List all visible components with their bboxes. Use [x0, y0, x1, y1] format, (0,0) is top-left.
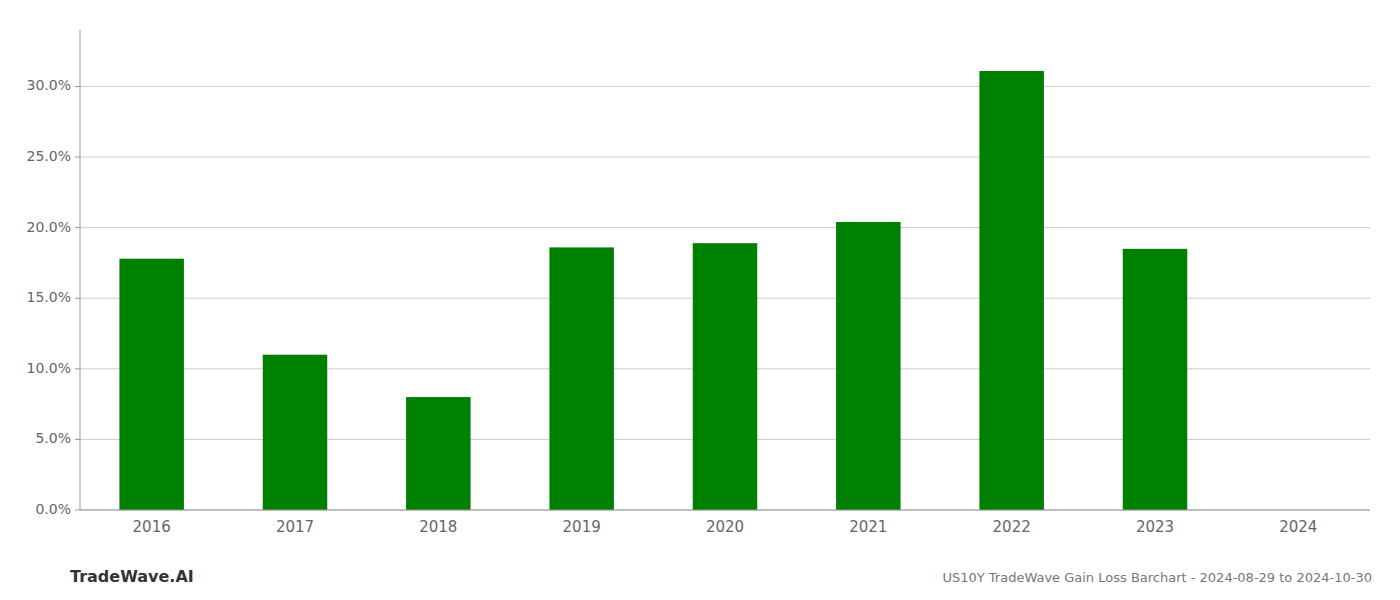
x-tick-label: 2020	[706, 518, 744, 536]
y-tick-label: 0.0%	[35, 501, 71, 517]
chart: 0.0%5.0%10.0%15.0%20.0%25.0%30.0%2016201…	[0, 0, 1400, 600]
x-tick-label: 2017	[276, 518, 314, 536]
bar	[693, 243, 758, 510]
bar	[549, 247, 614, 510]
y-tick	[75, 439, 80, 440]
y-tick	[75, 510, 80, 511]
y-tick-label: 30.0%	[27, 77, 71, 93]
y-tick-label: 5.0%	[35, 430, 71, 446]
y-tick	[75, 298, 80, 299]
y-axis: 0.0% 5.0% 10.0% 15.0% 20.0% 25.0% 30.0%	[27, 77, 80, 517]
bar	[979, 71, 1044, 510]
grid-line	[80, 157, 1370, 158]
grid	[80, 86, 1370, 510]
y-tick	[75, 368, 80, 369]
bar	[119, 259, 183, 510]
bar	[836, 222, 901, 510]
bar	[1123, 249, 1188, 510]
grid-line	[80, 510, 1370, 511]
y-tick	[75, 157, 80, 158]
x-axis: 2016 2017 2018 2019 2020 2021 2022 2023 2024	[133, 518, 1318, 536]
y-tick	[75, 227, 80, 228]
bars	[119, 71, 1187, 510]
y-tick-label: 15.0%	[27, 289, 71, 305]
y-tick-label: 10.0%	[27, 360, 71, 376]
x-tick-label: 2021	[849, 518, 887, 536]
y-tick	[75, 86, 80, 87]
x-tick-label: 2019	[563, 518, 601, 536]
watermark: TradeWave.AI	[70, 567, 194, 586]
x-tick-label: 2022	[993, 518, 1031, 536]
x-tick-label: 2018	[419, 518, 457, 536]
y-tick-label: 25.0%	[27, 148, 71, 164]
grid-line	[80, 227, 1370, 228]
bar	[406, 397, 471, 510]
title: US10Y TradeWave Gain Loss Barchart - 202…	[942, 570, 1372, 585]
x-tick-label: 2024	[1279, 518, 1317, 536]
x-tick-label: 2016	[133, 518, 171, 536]
x-axis-line	[80, 510, 1370, 511]
x-tick-label: 2023	[1136, 518, 1174, 536]
bar	[263, 355, 328, 510]
chart-container: 0.0%5.0%10.0%15.0%20.0%25.0%30.0%2016201…	[0, 0, 1400, 600]
y-axis-line	[80, 30, 81, 510]
y-tick-label: 20.0%	[27, 219, 71, 235]
grid-line	[80, 86, 1370, 87]
